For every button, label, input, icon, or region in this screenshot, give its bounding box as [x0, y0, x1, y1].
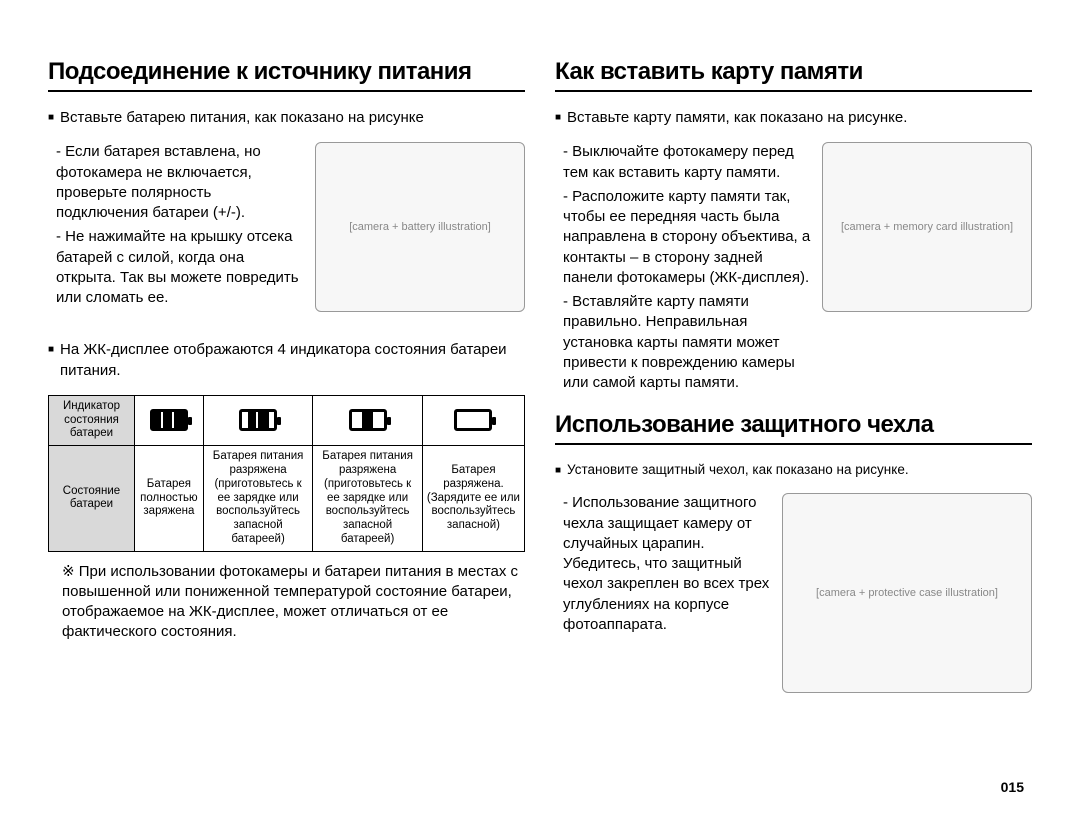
table-cell: Батарея полностью заряжена [135, 446, 204, 552]
illustration-camera-card: [camera + memory card illustration] [822, 142, 1032, 312]
bullet-marker: ■ [555, 461, 561, 479]
battery-table: Индикатор состояния батареи [48, 395, 525, 552]
bullet-battery-insert: ■ Вставьте батарею питания, как показано… [48, 108, 525, 128]
bullet-marker: ■ [555, 108, 561, 128]
footnote-temperature: ※ При использовании фотокамеры и батареи… [48, 562, 525, 643]
table-cell: Батарея разряжена. (Зарядите ее или восп… [422, 446, 524, 552]
bullet-text: Вставьте карту памяти, как показано на р… [567, 108, 907, 128]
sub-orient-card: - Расположите карту памяти так, чтобы ее… [555, 187, 812, 288]
sub-polarity: - Если батарея вставлена, но фотокамера … [48, 142, 305, 223]
heading-protective-case: Использование защитного чехла [555, 411, 1032, 445]
table-cell: Батарея питания разряжена (приготовьтесь… [203, 446, 313, 552]
battery-icon-full [150, 409, 188, 431]
sub-turn-off: - Выключайте фотокамеру перед тем как вс… [555, 142, 812, 183]
page-number: 015 [1001, 779, 1024, 795]
sub-case-protects: - Использование защитного чехла защищает… [555, 493, 772, 635]
battery-icon-cell [203, 395, 313, 445]
battery-icon-cell [135, 395, 204, 445]
illustration-camera-case: [camera + protective case illustration] [782, 493, 1032, 693]
bullet-case-install: ■ Установите защитный чехол, как показан… [555, 461, 1032, 479]
illustration-camera-battery: [camera + battery illustration] [315, 142, 525, 312]
sub-insert-correctly: - Вставляйте карту памяти правильно. Неп… [555, 292, 812, 393]
heading-memory-card: Как вставить карту памяти [555, 58, 1032, 92]
heading-power: Подсоединение к источнику питания [48, 58, 525, 92]
battery-icon-1of3 [349, 409, 387, 431]
right-column: Как вставить карту памяти ■ Вставьте кар… [555, 58, 1032, 693]
table-cell: Батарея питания разряжена (приготовьтесь… [313, 446, 423, 552]
table-rowhead-indicator: Индикатор состояния батареи [49, 395, 135, 445]
battery-icon-empty [454, 409, 492, 431]
sub-lid-warning: - Не нажимайте на крышку отсека батарей … [48, 227, 305, 308]
bullet-text: Вставьте батарею питания, как показано н… [60, 108, 424, 128]
left-column: Подсоединение к источнику питания ■ Вста… [48, 58, 525, 693]
bullet-text: Установите защитный чехол, как показано … [567, 461, 909, 479]
bullet-marker: ■ [48, 340, 54, 381]
battery-icon-cell [313, 395, 423, 445]
battery-icon-2of3 [239, 409, 277, 431]
table-rowhead-status: Состояние батареи [49, 446, 135, 552]
bullet-text: На ЖК-дисплее отображаются 4 индикатора … [60, 340, 525, 381]
bullet-card-insert: ■ Вставьте карту памяти, как показано на… [555, 108, 1032, 128]
bullet-marker: ■ [48, 108, 54, 128]
battery-icon-cell [422, 395, 524, 445]
bullet-battery-indicator: ■ На ЖК-дисплее отображаются 4 индикатор… [48, 340, 525, 381]
